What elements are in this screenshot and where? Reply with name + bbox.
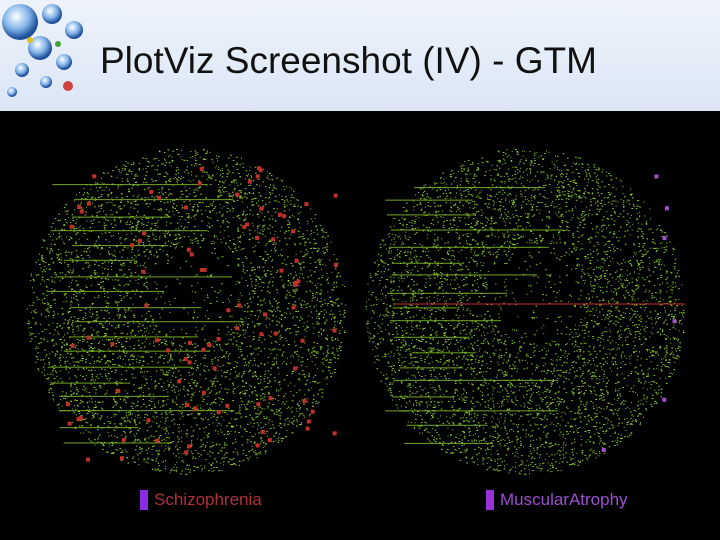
globe-network-logo-icon bbox=[2, 4, 83, 97]
legend-left-swatch bbox=[140, 490, 148, 510]
slide-header: PlotViz Screenshot (IV) - GTM bbox=[0, 0, 720, 111]
plot-stage: Schizophrenia MuscularAtrophy bbox=[0, 111, 720, 540]
page-title: PlotViz Screenshot (IV) - GTM bbox=[100, 40, 597, 81]
scatter-plot-right[interactable] bbox=[365, 144, 685, 479]
legend-left: Schizophrenia bbox=[140, 489, 262, 511]
scatter-plot-left-canvas bbox=[26, 148, 346, 475]
scatter-plot-right-canvas bbox=[365, 149, 685, 475]
header-background bbox=[0, 0, 720, 111]
legend-right-label: MuscularAtrophy bbox=[500, 490, 628, 509]
legend-left-label: Schizophrenia bbox=[154, 490, 262, 509]
scatter-plot-left[interactable] bbox=[26, 144, 346, 479]
legend-right: MuscularAtrophy bbox=[486, 489, 628, 511]
legend-right-swatch bbox=[486, 490, 494, 510]
